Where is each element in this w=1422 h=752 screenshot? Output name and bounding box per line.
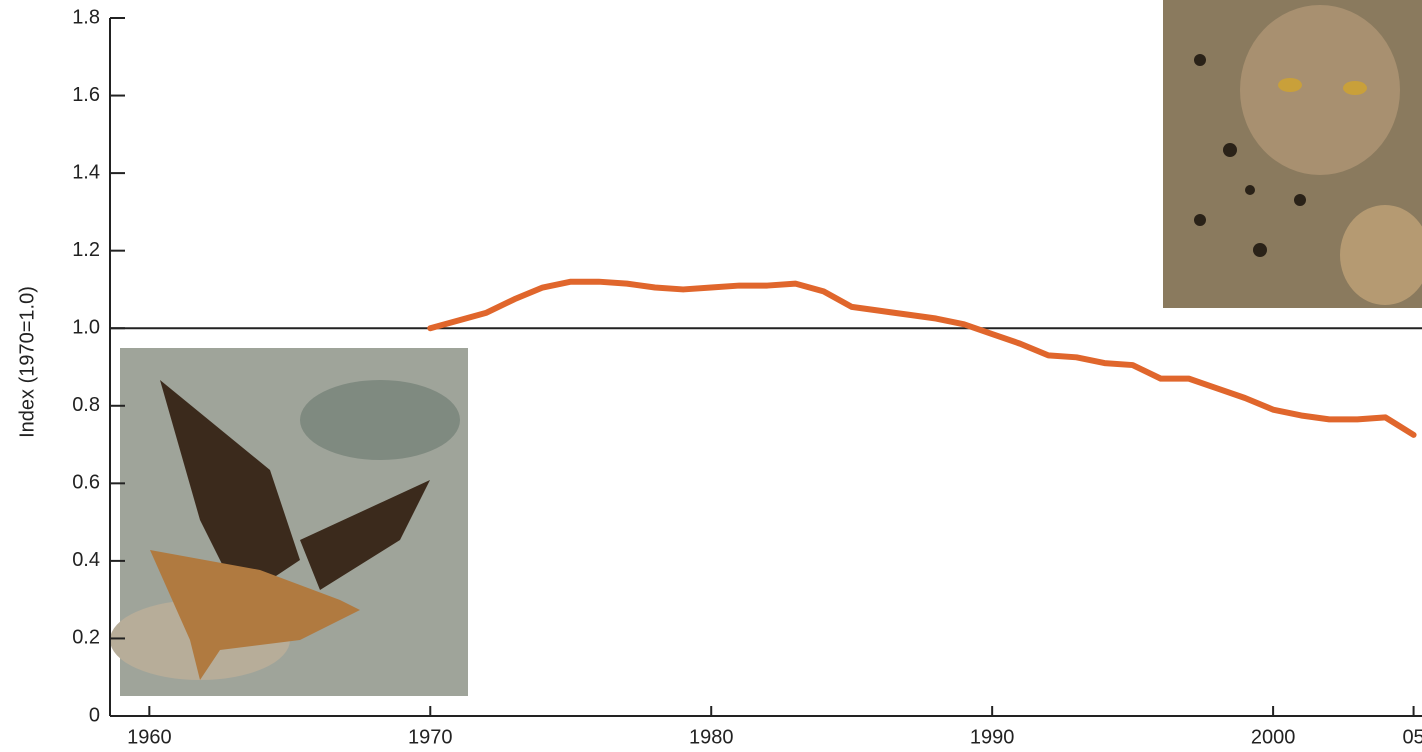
x-tick-label: 1990	[970, 726, 1015, 748]
y-tick-label: 1.4	[72, 161, 100, 183]
y-tick-label: 0.2	[72, 627, 100, 649]
x-tick-label: 1960	[127, 726, 172, 748]
y-tick-label: 1.0	[72, 317, 100, 339]
y-tick-label: 0.4	[72, 549, 100, 571]
eagle-photo	[110, 348, 468, 696]
x-tick-label: 1980	[689, 726, 734, 748]
y-tick-label: 1.8	[72, 6, 100, 28]
y-tick-label: 1.2	[72, 239, 100, 261]
lynx-photo	[1163, 0, 1422, 308]
x-tick-label: 1970	[408, 726, 453, 748]
x-tick-label: 05	[1402, 726, 1422, 748]
x-tick-label: 2000	[1251, 726, 1296, 748]
y-tick-label: 1.6	[72, 84, 100, 106]
y-tick-label: 0.8	[72, 394, 100, 416]
y-axis-label: Index (1970=1.0)	[16, 286, 38, 438]
y-tick-label: 0	[89, 704, 100, 726]
chart: Index (1970=1.0) 0 0.2 0.4 0.6 0.8 1.0 1.2 1.4 1…	[0, 0, 1422, 752]
y-tick-label: 0.6	[72, 472, 100, 494]
